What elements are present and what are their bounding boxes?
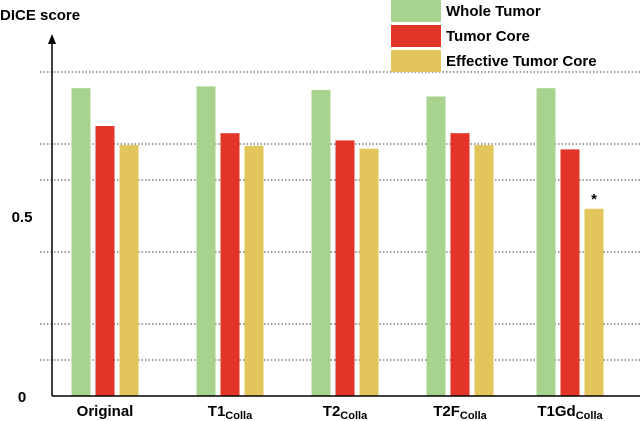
bar-effective-tumor-core <box>359 148 379 396</box>
x-tick-label-base: T2 <box>323 403 341 420</box>
legend-swatch <box>391 25 441 47</box>
x-tick-label-subscript: Colla <box>340 410 368 421</box>
bar-effective-tumor-core <box>244 145 264 396</box>
bar-effective-tumor-core <box>584 208 604 396</box>
legend: Whole Tumor Tumor Core Effective Tumor Cor… <box>391 0 597 72</box>
legend-label: Effective Tumor Core <box>446 53 597 70</box>
bar-whole-tumor <box>536 88 556 396</box>
y-tick-labels: 00.5 <box>12 209 33 406</box>
y-axis-label: DICE score <box>0 7 80 24</box>
bar-whole-tumor <box>426 96 446 396</box>
bar-effective-tumor-core <box>119 145 139 396</box>
bar-tumor-core <box>95 126 115 396</box>
bar-whole-tumor <box>311 90 331 396</box>
bar-tumor-core <box>220 133 240 396</box>
bar-tumor-core <box>560 149 580 396</box>
x-tick-label-base: Original <box>77 403 134 420</box>
axes: DICE score <box>0 7 640 397</box>
legend-swatch <box>391 50 441 72</box>
x-tick-label-base: T1 <box>208 403 226 420</box>
bar-whole-tumor <box>196 86 216 397</box>
x-tick-label: T2Colla <box>323 403 368 421</box>
x-tick-label-subscript: Colla <box>225 410 253 421</box>
x-tick-label: T1GdColla <box>537 403 603 421</box>
x-tick-label-base: T1Gd <box>537 403 575 420</box>
significance-marker: * <box>591 191 597 208</box>
x-tick-label-subscript: Colla <box>576 410 604 421</box>
bar-tumor-core <box>450 133 470 396</box>
bar-whole-tumor <box>71 88 91 396</box>
x-tick-label: T2FColla <box>433 403 487 421</box>
x-tick-label-base: T2F <box>433 403 460 420</box>
bars <box>71 86 604 397</box>
y-tick-label: 0 <box>18 389 26 406</box>
annotations: * <box>591 191 597 208</box>
x-tick-labels: Original T1Colla T2Colla T2FColla T1GdColla <box>77 403 604 421</box>
bar-effective-tumor-core <box>474 145 494 396</box>
x-tick-label: Original <box>77 403 134 420</box>
x-tick-label: T1Colla <box>208 403 253 421</box>
bar-tumor-core <box>335 140 355 396</box>
legend-label: Tumor Core <box>446 28 530 45</box>
legend-label: Whole Tumor <box>446 3 541 20</box>
y-axis-arrow <box>48 34 56 44</box>
legend-swatch <box>391 0 441 22</box>
x-tick-label-subscript: Colla <box>460 410 488 421</box>
y-tick-label: 0.5 <box>12 209 33 226</box>
